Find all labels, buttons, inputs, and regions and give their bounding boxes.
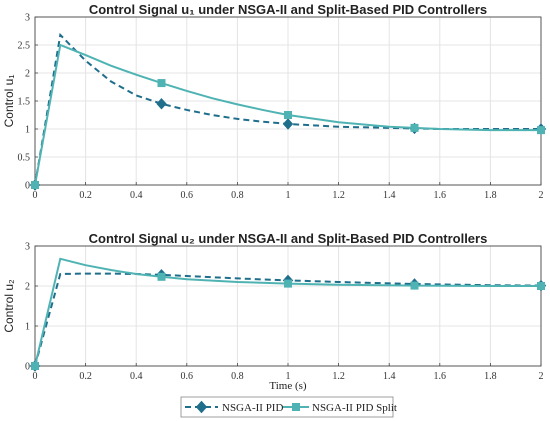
x-tick-label: 2 — [539, 190, 544, 201]
x-tick-label: 0.4 — [130, 190, 143, 201]
series-line-nsga2-pid-split — [34, 43, 541, 186]
y-tick-label: 3 — [25, 13, 30, 24]
y-axis-label: Control u₁ — [2, 75, 16, 128]
x-tick-label: 1 — [286, 190, 291, 201]
chart-title: Control Signal u₂ under NSGA-II and Spli… — [89, 231, 488, 246]
data-point-square — [410, 281, 419, 290]
x-tick-label: 0.6 — [181, 371, 194, 382]
chart-u2: 0 0.2 0.4 0.6 0.8 1 1.2 1.4 1.6 1.8 2 0 1 2 3 Control S… — [2, 231, 547, 392]
series-line-nsga2-pid — [34, 32, 541, 186]
x-tick-label: 1.4 — [383, 371, 396, 382]
data-point-square — [157, 272, 166, 281]
x-tick-label: 1.8 — [484, 371, 497, 382]
data-point-square — [284, 279, 292, 288]
legend-label-nsga2-pid-split: NSGA-II PID Split — [312, 402, 397, 414]
data-point-square — [410, 123, 419, 132]
x-tick-label: 0.4 — [130, 371, 143, 382]
legend-square-marker — [292, 403, 300, 411]
x-tick-label: 0 — [33, 371, 38, 382]
x-tick-label: 0.8 — [231, 371, 244, 382]
legend-label-nsga2-pid: NSGA-II PID — [222, 402, 283, 414]
series-line-nsga2-pid — [34, 272, 542, 367]
legend-diamond-marker — [195, 400, 208, 414]
x-tick-label: 1.6 — [434, 371, 447, 382]
y-tick-label: 1.5 — [18, 97, 31, 108]
y-tick-label: 2 — [25, 69, 30, 80]
x-tick-label: 1 — [286, 371, 291, 382]
data-point-square — [284, 111, 292, 119]
data-point-diamond — [156, 98, 167, 110]
y-tick-label: 2.5 — [18, 41, 31, 52]
y-tick-label: 1 — [25, 322, 30, 333]
x-tick-label: 1.2 — [332, 371, 345, 382]
x-tick-label: 0 — [33, 190, 38, 201]
data-point-square — [31, 362, 39, 370]
x-tick-label: 1.4 — [383, 190, 396, 201]
chart-title: Control Signal u₁ under NSGA-II and Spli… — [89, 2, 487, 17]
y-tick-label: 0 — [25, 181, 30, 192]
x-tick-label: 1.6 — [434, 190, 447, 201]
x-tick-label: 0.2 — [79, 371, 92, 382]
data-point-square — [157, 79, 166, 88]
y-axis-label: Control u₂ — [2, 279, 16, 333]
legend: NSGA-II PID NSGA-II PID Split — [180, 396, 397, 418]
y-tick-label: 0.5 — [18, 153, 31, 164]
x-tick-label: 2 — [539, 371, 544, 382]
data-point-square — [31, 181, 39, 189]
x-tick-label: 0.8 — [231, 190, 244, 201]
data-point-square — [537, 282, 545, 290]
x-tick-label: 0.2 — [79, 190, 92, 201]
y-tick-label: 0 — [25, 362, 30, 373]
y-tick-label: 3 — [25, 242, 30, 253]
x-tick-label: 1.2 — [332, 190, 345, 201]
x-tick-label: 0.6 — [181, 190, 194, 201]
chart-u1: 0 0.2 0.4 0.6 0.8 1 1.2 1.4 1.6 1.8 2 0 0.5 1 1.5 2 2.5 3… — [2, 2, 547, 201]
data-point-square — [537, 126, 545, 135]
x-axis-label: Time (s) — [269, 380, 307, 392]
x-tick-label: 1.8 — [484, 190, 497, 201]
y-tick-label: 1 — [25, 125, 30, 136]
data-point-diamond — [282, 118, 294, 130]
y-tick-label: 2 — [25, 282, 30, 293]
